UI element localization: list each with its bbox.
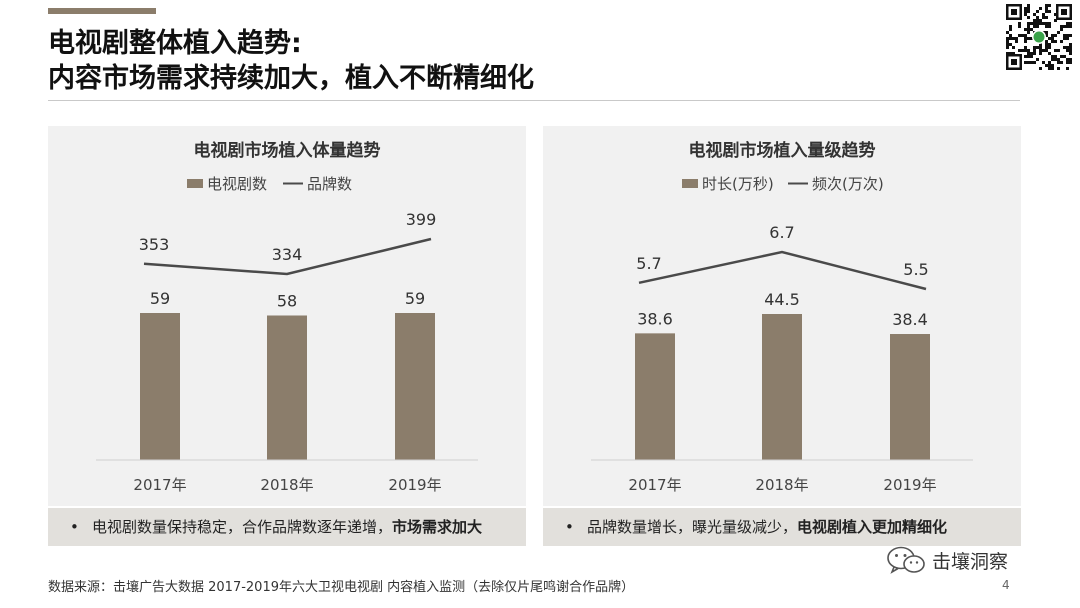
x-tick-label: 2017年 [133,476,186,494]
x-tick-label: 2017年 [628,476,681,494]
line-value-label: 353 [139,235,170,254]
legend-bar-swatch [682,179,698,188]
note-highlight: 市场需求加大 [392,518,483,536]
bar [395,313,435,460]
line-value-label: 399 [406,210,437,229]
wechat-account: 击壤洞察 [886,543,1008,577]
x-tick-label: 2019年 [883,476,936,494]
legend: 时长(万秒) 频次(万次) [682,175,884,193]
note-right: • 品牌数量增长，曝光量级减少，电视剧植入更加精细化 [543,508,1021,546]
chart-panel-volume: 电视剧市场植入体量趋势电视剧数 品牌数 59 58 59 353 334 399 2017年 20… [48,126,526,506]
bar-value-label: 59 [150,289,170,308]
chart-title: 电视剧市场植入体量趋势 [194,140,381,161]
note-text: 品牌数量增长，曝光量级减少， [587,518,798,536]
bar-value-label: 38.4 [892,310,928,329]
note-bullet: • [70,518,79,536]
legend: 电视剧数 品牌数 [187,175,352,193]
legend-bar-label: 时长(万秒) [702,175,774,193]
qr-code-icon [1004,2,1074,72]
bar [890,334,930,460]
note-bullet: • [565,518,574,536]
legend-bar-swatch [187,179,203,188]
bar-value-label: 44.5 [764,290,800,309]
legend-line-label: 品牌数 [307,175,352,193]
legend-bar-label: 电视剧数 [207,175,267,193]
x-tick-label: 2019年 [388,476,441,494]
page-title: 电视剧整体植入趋势: 内容市场需求持续加大，植入不断精细化 [48,26,534,96]
x-tick-label: 2018年 [260,476,313,494]
line-value-label: 6.7 [769,223,794,242]
x-tick-label: 2018年 [755,476,808,494]
chart-title: 电视剧市场植入量级趋势 [689,140,876,161]
bar [267,315,307,460]
title-line-1: 电视剧整体植入趋势: [48,28,302,59]
wechat-label: 击壤洞察 [932,550,1009,573]
accent-bar [48,8,156,14]
series-line [638,250,927,291]
title-line-2: 内容市场需求持续加大，植入不断精细化 [48,63,534,94]
bar-value-label: 59 [405,289,425,308]
bar [762,314,802,460]
note-highlight: 电视剧植入更加精细化 [797,518,948,536]
bar-value-label: 38.6 [637,309,673,328]
chart-panel-level: 电视剧市场植入量级趋势时长(万秒) 频次(万次) 38.6 44.5 38.4 5.7 6.… [543,126,1021,506]
line-value-label: 334 [272,245,303,264]
line-value-label: 5.7 [636,254,661,273]
line-value-label: 5.5 [903,260,928,279]
page-number: 4 [1002,578,1010,592]
bar [635,333,675,460]
wechat-icon [887,546,925,574]
note-left: • 电视剧数量保持稳定，合作品牌数逐年递增，市场需求加大 [48,508,526,546]
data-source: 数据来源：击壤广告大数据 2017-2019年六大卫视电视剧 内容植入监测（去除… [48,580,635,595]
bar [140,313,180,460]
title-divider [48,100,1020,101]
legend-line-label: 频次(万次) [812,175,884,193]
note-text: 电视剧数量保持稳定，合作品牌数逐年递增， [92,518,393,536]
bar-value-label: 58 [277,291,297,310]
